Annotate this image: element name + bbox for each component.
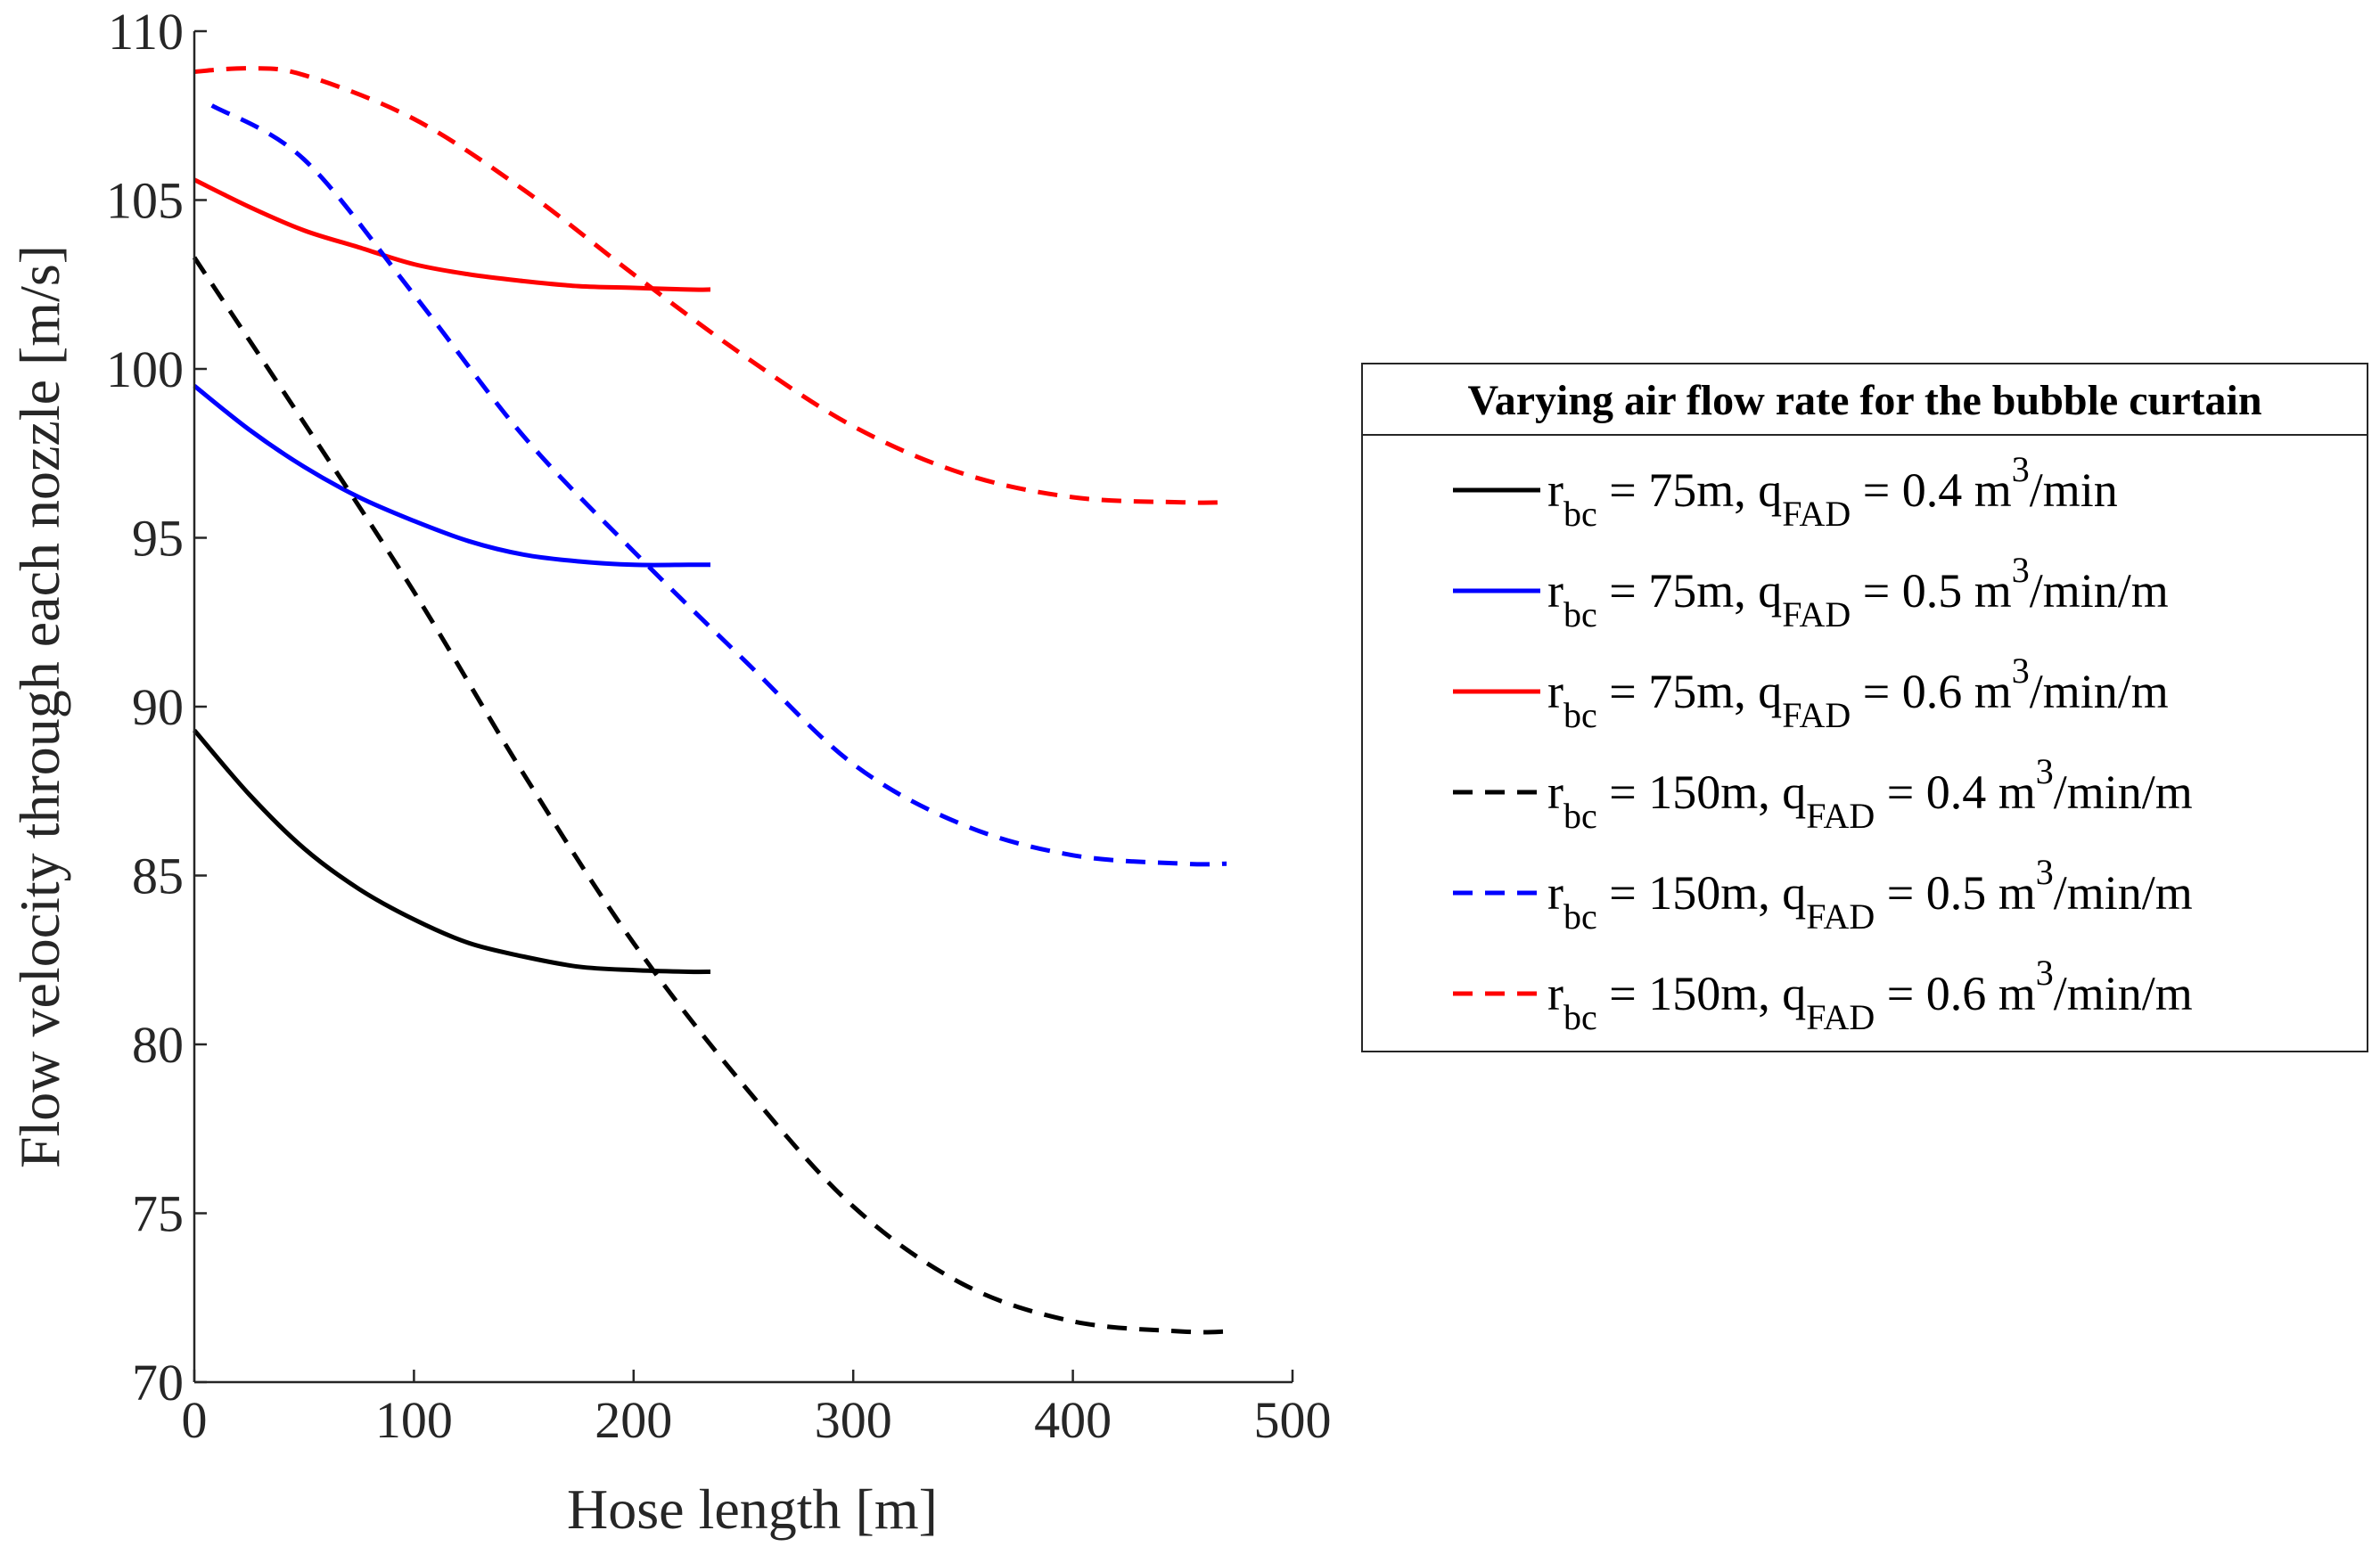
plot-series-group <box>192 66 1227 1335</box>
x-tick-label: 100 <box>375 1391 453 1449</box>
legend-entry-6: rbc = 150m, qFAD = 0.6 m3/min/m <box>1547 953 2193 1037</box>
legend: Varying air flow rate for the bubble cur… <box>1361 363 2368 1052</box>
x-axis-label: Hose length [m] <box>567 1477 938 1541</box>
x-tick-label: 200 <box>595 1391 672 1449</box>
y-tick-label: 80 <box>132 1016 184 1074</box>
series-line-5 <box>210 103 1227 867</box>
legend-entry-4: rbc = 150m, qFAD = 0.4 m3/min/m <box>1547 751 2193 836</box>
series-line-6 <box>193 66 1227 505</box>
legend-box <box>1361 363 2368 1052</box>
legend-title: Varying air flow rate for the bubble cur… <box>1467 377 2261 424</box>
x-tick-label: 400 <box>1034 1391 1112 1449</box>
y-tick-label: 90 <box>132 678 184 736</box>
y-tick-label: 100 <box>106 340 184 398</box>
legend-entry-2: rbc = 75m, qFAD = 0.5 m3/min/m <box>1547 550 2169 634</box>
y-tick-label: 75 <box>132 1185 184 1243</box>
y-axis-label: Flow velocity through each nozzle [m/s] <box>8 245 71 1168</box>
x-tick-label: 300 <box>815 1391 892 1449</box>
series-line-4 <box>192 256 1227 1335</box>
x-tick-label: 0 <box>182 1391 208 1449</box>
legend-entry-1: rbc = 75m, qFAD = 0.4 m3/min <box>1547 449 2118 534</box>
series-line-3 <box>193 177 711 292</box>
y-tick-label: 110 <box>108 3 184 61</box>
y-tick-label: 95 <box>132 510 184 568</box>
y-tick-label: 105 <box>106 172 184 230</box>
series-line-2 <box>193 384 710 568</box>
x-tick-label: 500 <box>1254 1391 1332 1449</box>
legend-entry-5: rbc = 150m, qFAD = 0.5 m3/min/m <box>1547 852 2193 937</box>
series-line-1 <box>193 728 711 975</box>
legend-entry-3: rbc = 75m, qFAD = 0.6 m3/min/m <box>1547 651 2169 735</box>
axes-group: 0 100 200 300 400 500 70 75 80 85 90 95 100 105 110 Hos… <box>8 3 1332 1541</box>
y-tick-label: 70 <box>132 1354 184 1412</box>
y-tick-label: 85 <box>132 847 184 905</box>
